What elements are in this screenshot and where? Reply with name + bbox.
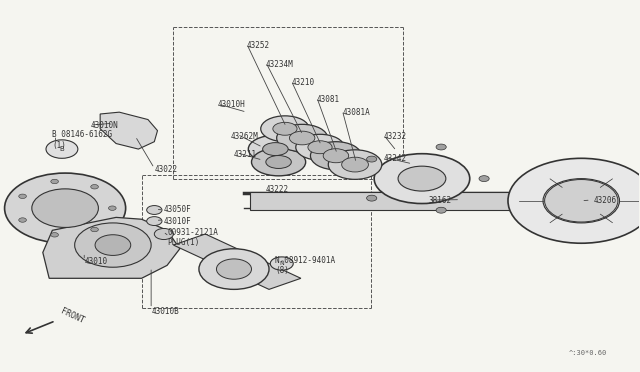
Ellipse shape: [273, 122, 297, 135]
Text: FRONT: FRONT: [59, 307, 85, 326]
Ellipse shape: [310, 142, 362, 170]
Ellipse shape: [308, 141, 332, 154]
Ellipse shape: [323, 149, 349, 163]
Text: 38162: 38162: [428, 196, 451, 205]
Circle shape: [51, 232, 58, 237]
Ellipse shape: [374, 154, 470, 203]
Circle shape: [147, 217, 162, 225]
Circle shape: [270, 257, 293, 270]
Polygon shape: [100, 112, 157, 149]
Ellipse shape: [266, 155, 291, 169]
Text: N 08912-9401A
(8): N 08912-9401A (8): [275, 256, 335, 275]
Circle shape: [75, 223, 151, 267]
Ellipse shape: [248, 135, 303, 163]
Ellipse shape: [398, 166, 446, 191]
Polygon shape: [173, 234, 301, 289]
Text: B: B: [60, 146, 64, 152]
Ellipse shape: [276, 124, 328, 152]
Circle shape: [199, 249, 269, 289]
Circle shape: [543, 179, 620, 223]
Circle shape: [4, 173, 125, 243]
Ellipse shape: [252, 148, 306, 176]
Ellipse shape: [289, 131, 315, 145]
Circle shape: [147, 206, 162, 214]
Text: 43211: 43211: [234, 150, 257, 159]
Ellipse shape: [262, 142, 288, 155]
Text: 43252: 43252: [246, 41, 270, 50]
Circle shape: [216, 259, 252, 279]
Text: B 08146-6162G
(1): B 08146-6162G (1): [52, 130, 113, 150]
Circle shape: [51, 179, 58, 184]
Polygon shape: [43, 217, 180, 278]
Text: 43050F: 43050F: [164, 205, 191, 215]
Text: 43242: 43242: [384, 154, 407, 163]
Circle shape: [436, 144, 446, 150]
Ellipse shape: [328, 150, 382, 179]
Text: 43010N: 43010N: [91, 121, 118, 129]
Text: 00931-2121A
PLUG(1): 00931-2121A PLUG(1): [167, 228, 218, 247]
Ellipse shape: [260, 116, 309, 142]
Circle shape: [367, 195, 377, 201]
FancyBboxPatch shape: [250, 192, 524, 210]
Text: 43232: 43232: [384, 132, 407, 141]
Text: 43210: 43210: [291, 78, 314, 87]
Circle shape: [436, 207, 446, 213]
Circle shape: [508, 158, 640, 243]
Circle shape: [479, 176, 489, 182]
Text: 43222: 43222: [266, 185, 289, 194]
Circle shape: [109, 206, 116, 211]
Circle shape: [32, 189, 99, 227]
Circle shape: [367, 156, 377, 162]
Circle shape: [91, 185, 99, 189]
Ellipse shape: [296, 134, 344, 160]
Text: 43206: 43206: [594, 196, 617, 205]
Text: 43081: 43081: [317, 95, 340, 104]
Text: ^:30*0.60: ^:30*0.60: [568, 350, 607, 356]
Circle shape: [91, 227, 99, 232]
Text: 43022: 43022: [154, 165, 177, 174]
Text: 43262M: 43262M: [231, 132, 259, 141]
Ellipse shape: [342, 157, 369, 172]
Circle shape: [154, 228, 173, 240]
Text: 43010F: 43010F: [164, 217, 191, 225]
Circle shape: [19, 194, 26, 199]
Circle shape: [95, 235, 131, 256]
Text: 43081A: 43081A: [342, 108, 370, 117]
Text: 43010: 43010: [84, 257, 108, 266]
Text: 43010B: 43010B: [151, 307, 179, 316]
Text: N: N: [280, 261, 284, 266]
Text: 43010H: 43010H: [218, 100, 246, 109]
Circle shape: [46, 140, 78, 158]
Circle shape: [19, 218, 26, 222]
Text: 43234M: 43234M: [266, 60, 294, 69]
